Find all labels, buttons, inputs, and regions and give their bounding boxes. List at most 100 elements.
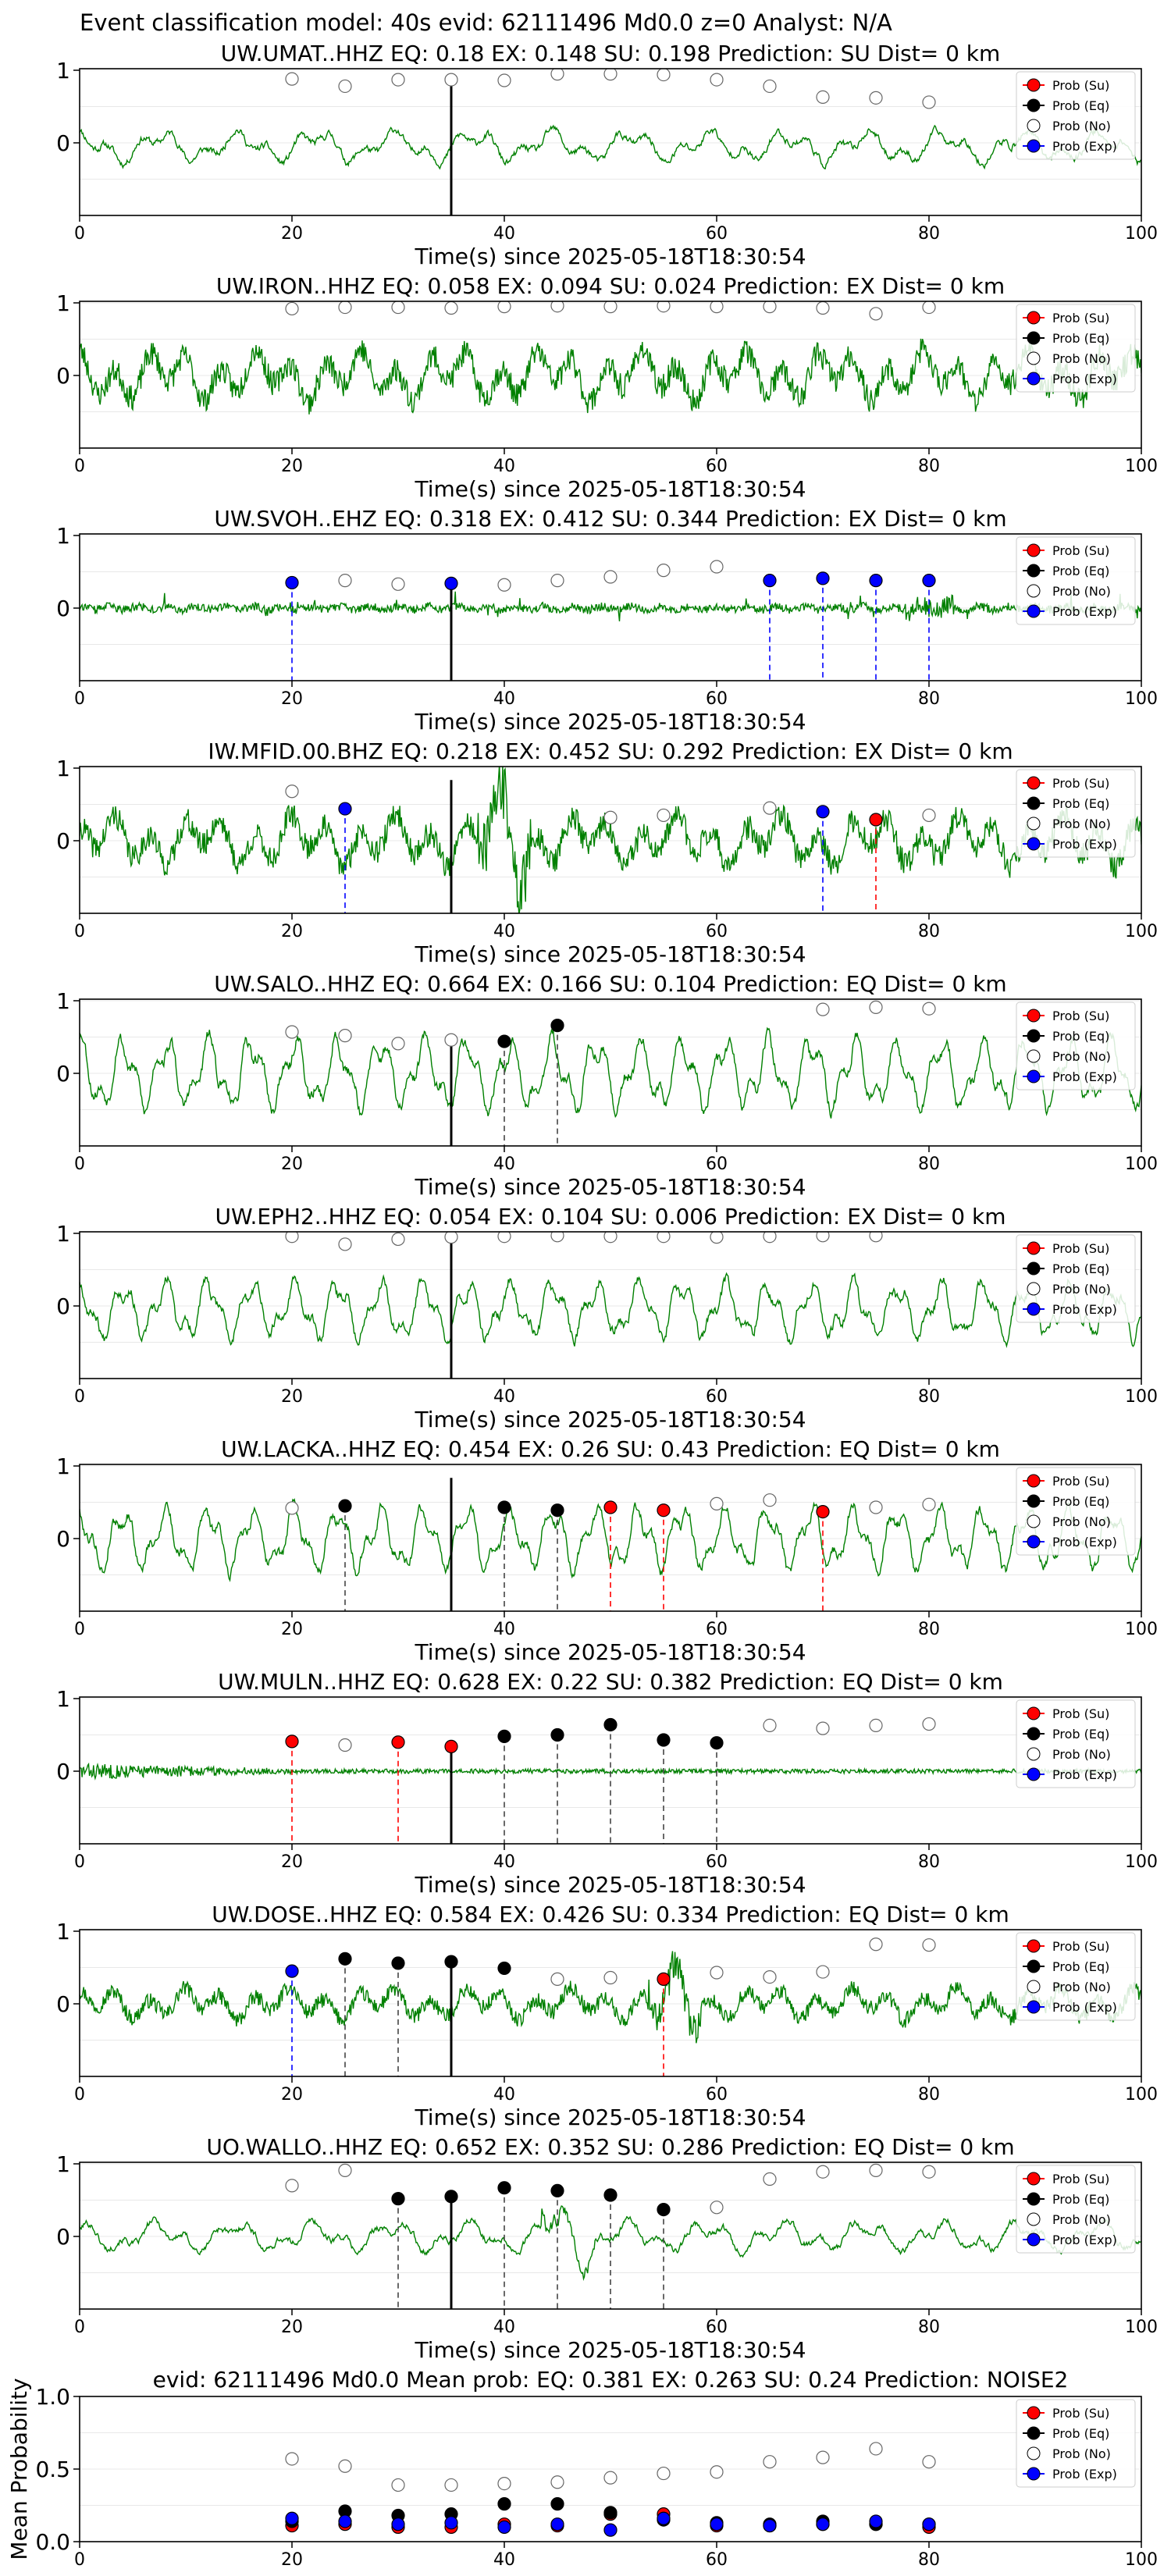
x-axis-label: Time(s) since 2025-05-18T18:30:54 (414, 2105, 806, 2130)
legend-label-exp: Prob (Exp) (1052, 1767, 1117, 1782)
legend-label-eq: Prob (Eq) (1052, 796, 1109, 811)
legend: Prob (Su) Prob (Eq) Prob (No) Prob (Exp) (1016, 1234, 1136, 1323)
x-tick-label: 100 (1125, 689, 1158, 709)
prob-point-no (603, 1970, 618, 1985)
mean-point-no (922, 2455, 936, 2469)
y-tick-label: 0 (56, 2224, 70, 2250)
panel-title: evid: 62111496 Md0.0 Mean prob: EQ: 0.38… (153, 2367, 1069, 2393)
legend-marker-su (1027, 1706, 1041, 1720)
legend-label-eq: Prob (Eq) (1052, 98, 1109, 113)
y-tick-label: 0.0 (35, 2529, 70, 2555)
legend-marker-exp (1027, 604, 1041, 618)
legend-marker-eq (1027, 1494, 1041, 1508)
plot-area (80, 1465, 1141, 1611)
y-tick-label: 0 (56, 130, 70, 156)
legend-label-eq: Prob (Eq) (1052, 1494, 1109, 1509)
legend-frame (1016, 1699, 1136, 1788)
prob-point-no (444, 1033, 458, 1047)
legend-marker-su (1027, 1474, 1041, 1488)
legend-marker-exp (1027, 837, 1041, 851)
prob-point-no (444, 1232, 458, 1244)
panel-mean-probability: evid: 62111496 Md0.0 Mean prob: EQ: 0.38… (6, 2367, 1158, 2570)
x-tick-label: 0 (74, 224, 85, 244)
x-tick-label: 20 (281, 2550, 303, 2570)
x-axis-label: Time(s) since 2025-05-18T18:30:54 (414, 709, 806, 735)
legend-marker-no (1027, 1049, 1041, 1063)
prob-point-no (497, 1232, 511, 1244)
prob-point-eq (391, 1956, 405, 1970)
panel-title: UW.UMAT..HHZ EQ: 0.18 EX: 0.148 SU: 0.19… (221, 41, 1001, 66)
x-tick-label: 20 (281, 689, 303, 709)
x-tick-label: 40 (493, 2085, 515, 2105)
prob-point-exp (869, 574, 883, 588)
legend-label-eq: Prob (Eq) (1052, 1261, 1109, 1276)
panel-3: UW.SVOH..EHZ EQ: 0.318 EX: 0.412 SU: 0.3… (56, 506, 1158, 735)
axes-frame (79, 533, 1142, 681)
legend-label-eq: Prob (Eq) (1052, 1029, 1109, 1044)
prob-point-no (710, 1232, 724, 1244)
prob-point-exp (285, 575, 299, 590)
prob-point-no (603, 570, 618, 584)
prob-point-eq (497, 1034, 511, 1048)
x-tick-label: 100 (1125, 1852, 1158, 1872)
x-tick-label: 80 (918, 457, 940, 476)
legend-marker-no (1027, 1747, 1041, 1761)
panel-title: UW.SVOH..EHZ EQ: 0.318 EX: 0.412 SU: 0.3… (214, 506, 1006, 532)
legend-frame (1016, 1002, 1136, 1091)
prob-point-su (869, 813, 883, 827)
y-tick-label: 0.5 (35, 2457, 70, 2482)
prob-point-no (869, 1937, 883, 1952)
x-tick-label: 20 (281, 1155, 303, 1174)
mean-point-exp (497, 2520, 511, 2534)
x-tick-label: 60 (706, 1155, 728, 1174)
mean-point-eq (550, 2497, 564, 2511)
plot-area (80, 1000, 1141, 1146)
legend-label-su: Prob (Su) (1052, 776, 1109, 791)
prob-point-no (816, 1232, 830, 1243)
y-tick-label: 0 (56, 596, 70, 621)
prob-point-exp (285, 1964, 299, 1978)
x-tick-label: 40 (493, 689, 515, 709)
x-tick-label: 100 (1125, 1155, 1158, 1174)
panel-9: UW.DOSE..HHZ EQ: 0.584 EX: 0.426 SU: 0.3… (56, 1902, 1158, 2130)
prob-point-no (922, 301, 936, 315)
x-tick-label: 20 (281, 1852, 303, 1872)
legend: Prob (Su) Prob (Eq) Prob (No) Prob (Exp) (1016, 1002, 1136, 1091)
mean-point-exp (391, 2517, 405, 2532)
axes-frame (79, 2161, 1142, 2310)
prob-point-exp (444, 576, 458, 590)
x-tick-label: 80 (918, 1155, 940, 1174)
legend-marker-eq (1027, 2192, 1041, 2206)
prob-point-no (338, 2163, 352, 2177)
plot-area (80, 2163, 1141, 2309)
x-tick-label: 60 (706, 457, 728, 476)
mean-point-exp (763, 2518, 777, 2533)
legend-label-no: Prob (No) (1052, 351, 1111, 366)
legend-label-su: Prob (Su) (1052, 78, 1109, 93)
legend-label-eq: Prob (Eq) (1052, 2192, 1109, 2207)
legend-frame (1016, 71, 1136, 160)
mean-point-no (497, 2477, 511, 2491)
y-tick-label: 1 (56, 2151, 70, 2177)
y-tick-label: 1 (56, 290, 70, 316)
legend-marker-no (1027, 584, 1041, 598)
prob-point-exp (816, 571, 830, 585)
mean-point-no (391, 2478, 405, 2492)
prob-point-no (869, 307, 883, 321)
panel-6: UW.EPH2..HHZ EQ: 0.054 EX: 0.104 SU: 0.0… (56, 1204, 1158, 1432)
x-tick-label: 100 (1125, 1620, 1158, 1639)
prob-point-no (922, 1717, 936, 1731)
x-tick-label: 100 (1125, 2550, 1158, 2570)
prob-point-eq (550, 1019, 564, 1033)
y-tick-label: 1 (56, 1919, 70, 1944)
legend-label-exp: Prob (Exp) (1052, 2000, 1117, 2015)
prob-point-su (657, 1503, 671, 1517)
waveform-trace (80, 767, 1141, 913)
x-tick-label: 80 (918, 2085, 940, 2105)
legend-marker-no (1027, 1980, 1041, 1994)
legend-label-exp: Prob (Exp) (1052, 837, 1117, 852)
prob-point-no (391, 301, 405, 315)
x-tick-label: 60 (706, 2550, 728, 2570)
legend-label-eq: Prob (Eq) (1052, 1959, 1109, 1974)
